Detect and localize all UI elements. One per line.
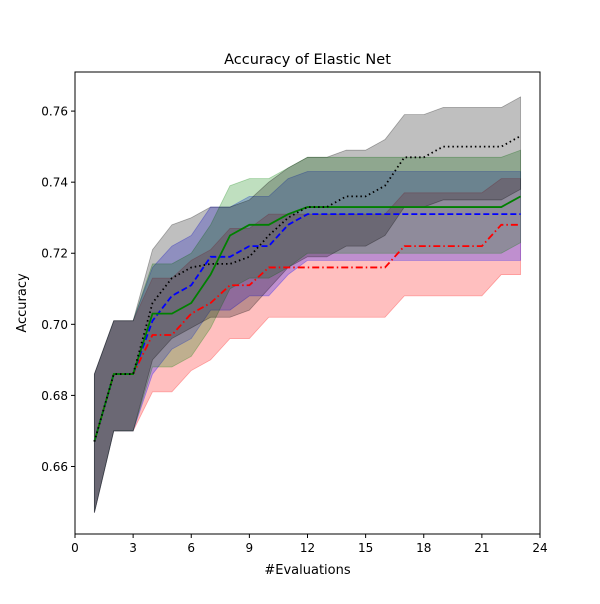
line-series-2	[93, 213, 521, 442]
x-tick-label: 3	[129, 541, 137, 555]
band-series-3	[93, 149, 522, 513]
x-tick-label: 15	[358, 541, 373, 555]
y-tick-label: 0.70	[41, 318, 68, 332]
x-tick-label: 21	[474, 541, 489, 555]
x-tick-label: 24	[532, 541, 547, 555]
y-tick-label: 0.68	[41, 389, 68, 403]
band-series-2	[93, 171, 522, 513]
y-tick-label: 0.74	[41, 176, 68, 190]
series-lines	[93, 135, 522, 442]
x-tick-label: 12	[300, 541, 315, 555]
x-tick-label: 9	[246, 541, 254, 555]
confidence-bands	[93, 96, 522, 513]
x-axis-label: #Evaluations	[264, 563, 350, 578]
y-tick-label: 0.76	[41, 105, 68, 119]
y-axis-ticks: 0.66 0.68 0.70 0.72 0.74 0.76	[41, 105, 75, 474]
y-tick-label: 0.66	[41, 460, 68, 474]
x-tick-label: 0	[71, 541, 79, 555]
band-series-4	[93, 96, 522, 513]
x-tick-label: 18	[416, 541, 431, 555]
x-tick-label: 6	[187, 541, 195, 555]
x-axis-ticks: 0 3 6 9 12 15 18 21 24	[71, 534, 548, 555]
y-tick-label: 0.72	[41, 247, 68, 261]
line-series-3	[93, 195, 522, 442]
chart-title: Accuracy of Elastic Net	[224, 52, 391, 68]
y-axis-label: Accuracy	[15, 273, 30, 333]
line-series-1	[93, 223, 521, 442]
